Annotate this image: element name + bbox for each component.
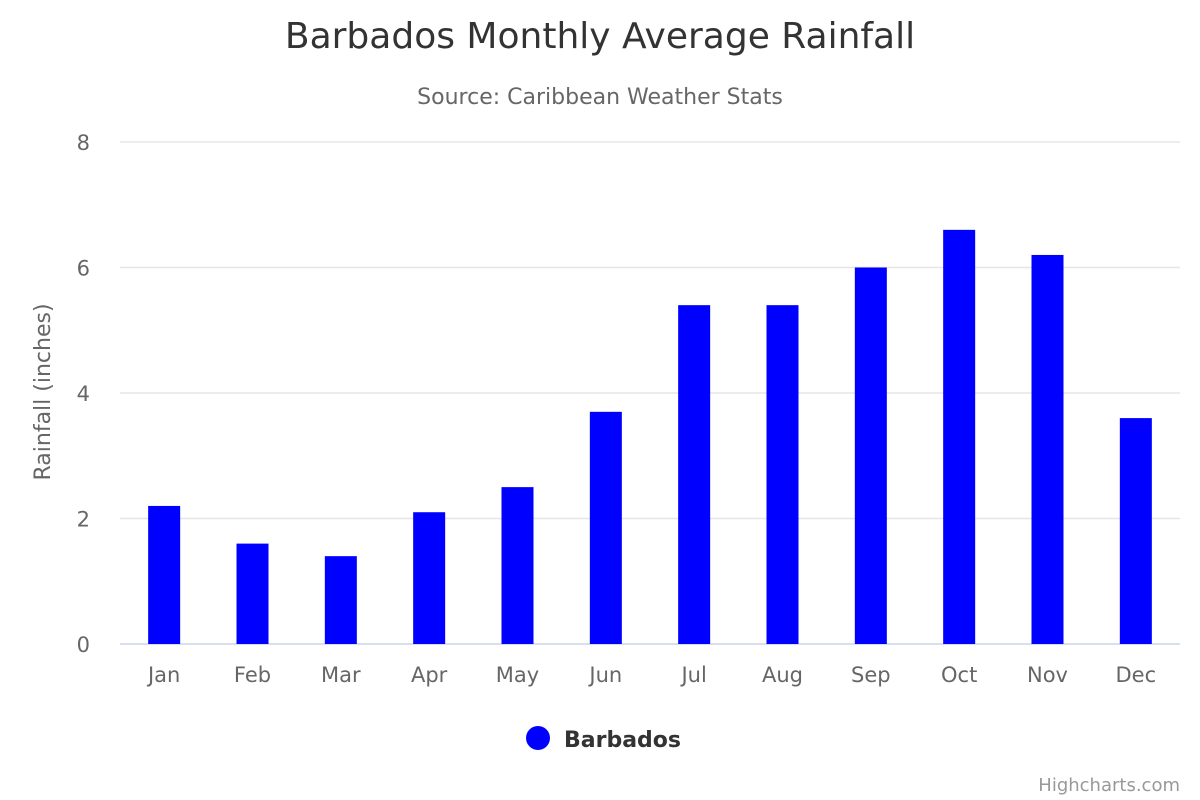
bar-dec[interactable] [1119, 418, 1152, 644]
x-tick-label: Aug [762, 663, 803, 687]
x-tick-label: Feb [234, 663, 271, 687]
bar-jun[interactable] [589, 411, 622, 644]
y-tick-label: 6 [77, 257, 90, 281]
x-tick-label: Apr [411, 663, 448, 687]
credits-link[interactable]: Highcharts.com [1038, 775, 1180, 796]
legend-item[interactable]: Barbados [526, 726, 681, 753]
bar-may[interactable] [501, 487, 534, 644]
bar-series[interactable] [148, 229, 1152, 645]
bar-mar[interactable] [324, 556, 357, 644]
x-tick-label: Jul [679, 663, 706, 687]
bar-nov[interactable] [1031, 254, 1064, 644]
chart-title: Barbados Monthly Average Rainfall [285, 16, 915, 57]
x-tick-label: Jan [146, 663, 180, 687]
bar-aug[interactable] [766, 305, 799, 644]
x-tick-label: Dec [1116, 663, 1157, 687]
legend-label[interactable]: Barbados [564, 728, 681, 753]
y-tick-label: 8 [77, 131, 90, 155]
y-tick-label: 4 [77, 382, 90, 406]
x-tick-label: Mar [321, 663, 361, 687]
chart-subtitle: Source: Caribbean Weather Stats [417, 85, 783, 110]
gridlines [120, 141, 1180, 645]
bar-jul[interactable] [678, 305, 711, 644]
y-tick-label: 0 [77, 633, 90, 657]
bar-sep[interactable] [854, 267, 887, 645]
y-axis-ticks: 0 2 4 6 8 [77, 131, 90, 657]
bar-apr[interactable] [413, 512, 446, 644]
x-tick-label: May [496, 663, 539, 687]
x-tick-label: Jun [587, 663, 622, 687]
x-tick-label: Nov [1027, 663, 1068, 687]
y-axis-label: Rainfall (inches) [31, 303, 56, 480]
y-tick-label: 2 [77, 508, 90, 532]
bar-oct[interactable] [943, 229, 976, 644]
bar-feb[interactable] [236, 543, 269, 644]
bar-jan[interactable] [148, 505, 181, 644]
x-axis-ticks: Jan Feb Mar Apr May Jun Jul Aug Sep Oct Nov Dec [146, 663, 1156, 687]
legend-marker[interactable] [526, 726, 550, 750]
x-tick-label: Sep [851, 663, 891, 687]
x-tick-label: Oct [941, 663, 977, 687]
